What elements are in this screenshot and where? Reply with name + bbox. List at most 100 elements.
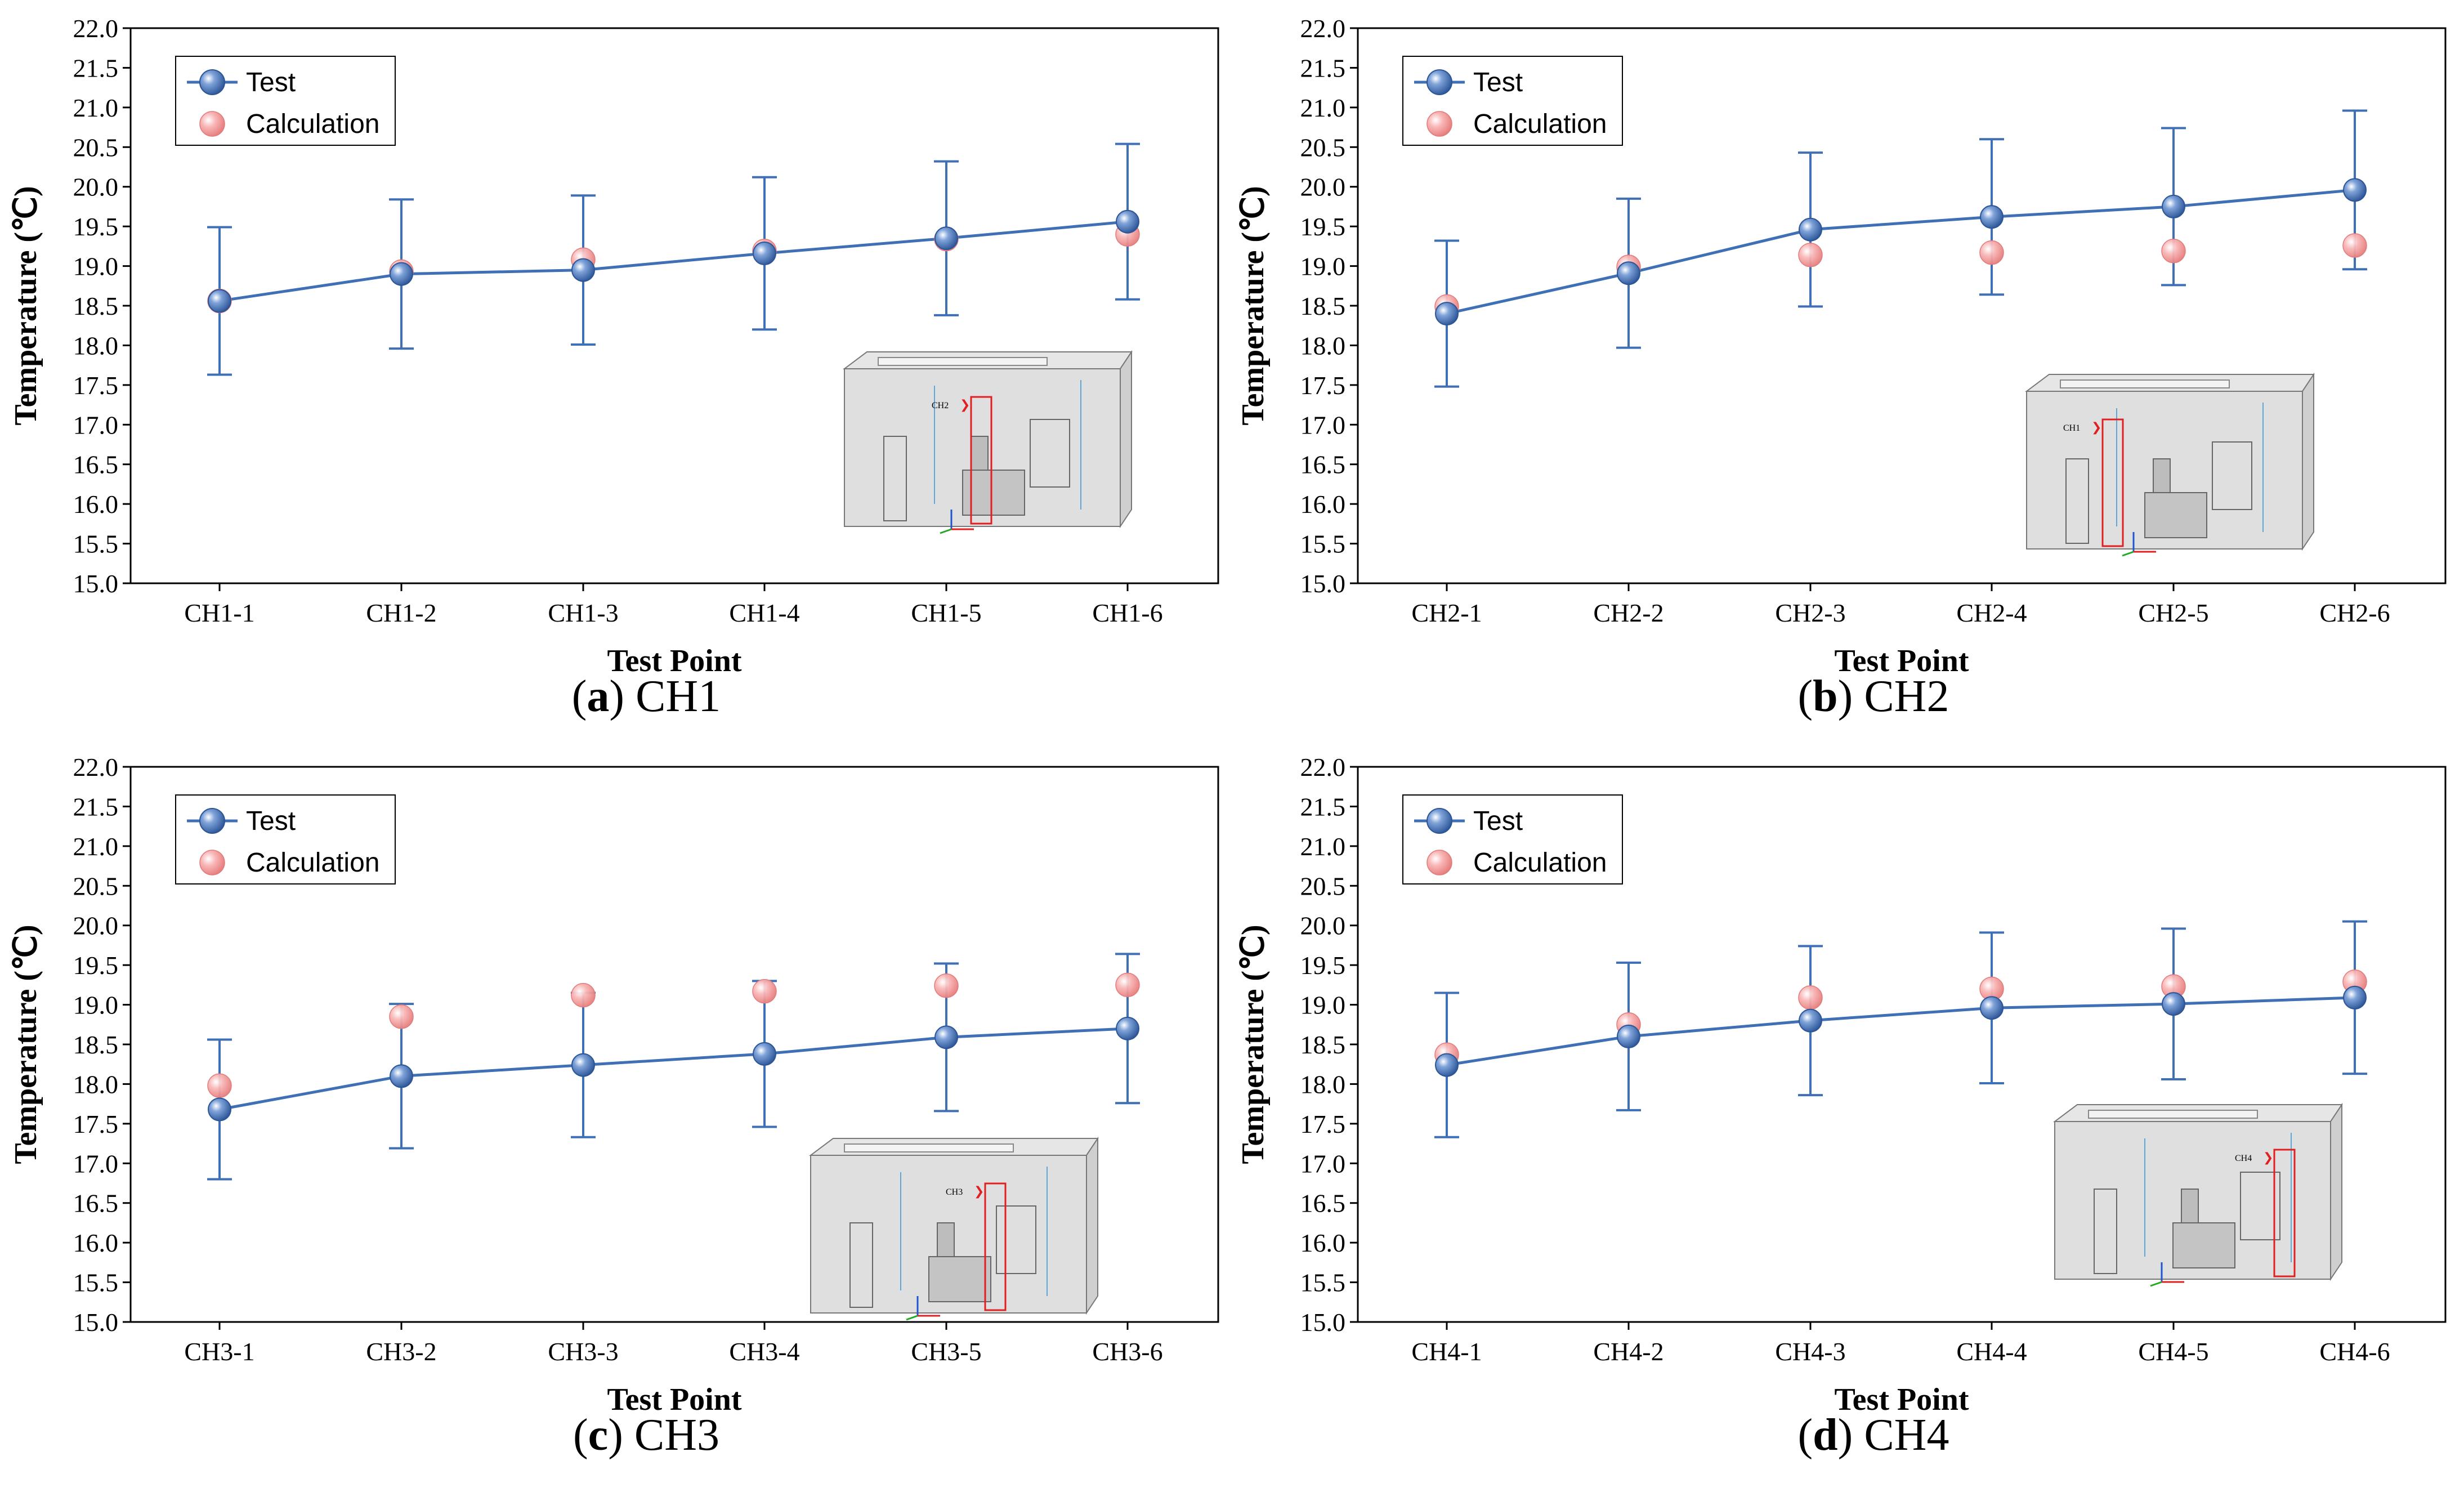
inset-column [937, 1222, 955, 1257]
y-axis-title: Temperature (℃) [8, 186, 43, 425]
y-tick-label: 17.5 [73, 1110, 119, 1138]
x-tick-label: CH3-3 [548, 1337, 618, 1366]
test-point [1435, 302, 1459, 326]
x-tick-label: CH1-4 [729, 598, 799, 627]
caption-letter: a [587, 672, 609, 721]
y-tick-label: 17.5 [73, 371, 119, 400]
x-tick-label: CH2-2 [1593, 598, 1663, 627]
y-tick-label: 18.0 [73, 1070, 119, 1098]
y-tick-label: 18.5 [1300, 292, 1346, 320]
test-series-line [1446, 996, 2355, 1067]
y-tick-label: 19.0 [73, 991, 119, 1020]
x-tick-label: CH2-5 [2138, 598, 2208, 627]
y-tick-label: 19.5 [1300, 951, 1346, 980]
y-tick-label: 15.5 [1300, 530, 1346, 559]
inset-side-wall [1120, 350, 1132, 529]
test-series-line [1446, 188, 2355, 315]
y-tick-label: 19.5 [73, 951, 119, 980]
inset-axis-y [940, 528, 952, 534]
inset-column [971, 436, 989, 471]
y-tick-label: 19.0 [1300, 252, 1346, 281]
calc-point [752, 979, 777, 1004]
x-tick-label: CH2-6 [2319, 598, 2390, 627]
test-point [753, 1042, 776, 1066]
caption-paren-close: ) [609, 672, 636, 721]
panel-a: 15.0 15.5 16.0 16.5 17.0 17.5 18.0 18.5 19.0 19.5… [8, 14, 1219, 721]
x-tick-label: CH2-4 [1956, 598, 2027, 627]
y-tick-label: 18.0 [73, 331, 119, 360]
y-tick-label: 20.5 [1300, 133, 1346, 162]
caption-paren-open: ( [573, 1410, 588, 1460]
calc-point [571, 982, 596, 1008]
y-tick-label: 17.0 [1300, 410, 1346, 439]
y-tick-label: 16.0 [73, 490, 119, 519]
inset-side-wall [1086, 1136, 1098, 1315]
test-point [208, 1097, 231, 1122]
panel-c: 15.0 15.5 16.0 16.5 17.0 17.5 18.0 18.5 19.0 19.5… [8, 753, 1219, 1460]
test-point [1980, 205, 2004, 229]
calc-point [934, 973, 959, 998]
panel-caption: (a) CH1 [572, 672, 721, 721]
panel-caption: (d) CH4 [1798, 1410, 1949, 1460]
x-axis-title: Test Point [607, 644, 741, 678]
y-tick-label: 22.0 [73, 14, 119, 43]
y-tick-label: 19.0 [73, 252, 119, 281]
inset-door [2094, 1189, 2117, 1274]
test-point [934, 226, 958, 251]
caption-paren-open: ( [1798, 1410, 1813, 1460]
test-point [390, 262, 413, 286]
inset-window [2212, 441, 2252, 510]
y-tick-label: 17.0 [1300, 1149, 1346, 1178]
inset-equipment [962, 470, 1025, 516]
y-tick-label: 18.5 [73, 1030, 119, 1059]
inset-window [2240, 1172, 2280, 1240]
caption-paren-close: ) [1838, 672, 1864, 721]
x-tick-label: CH3-6 [1092, 1337, 1162, 1366]
calc-point [1115, 972, 1140, 998]
test-point [1980, 996, 2004, 1020]
y-tick-label: 21.0 [73, 93, 119, 122]
y-tick-label: 16.0 [73, 1229, 119, 1257]
caption-paren-close: ) [608, 1410, 634, 1460]
test-point [1617, 1024, 1640, 1048]
y-tick-label: 20.5 [73, 872, 119, 900]
legend-test-label: Test [246, 68, 296, 97]
caption-letter: b [1813, 672, 1838, 721]
inset-side-wall [2302, 372, 2314, 551]
y-tick-label: 19.5 [1300, 212, 1346, 241]
y-tick-label: 16.5 [1300, 1189, 1346, 1218]
legend-test-marker [199, 69, 225, 95]
test-point [1799, 1008, 1822, 1033]
y-tick-label: 20.0 [1300, 912, 1346, 940]
y-tick-label: 16.5 [73, 1189, 119, 1218]
y-axis-title: Temperature (℃) [1236, 924, 1271, 1164]
inset-window [996, 1205, 1036, 1274]
caption-title: CH3 [634, 1410, 719, 1460]
inset-axis-y [2122, 551, 2134, 557]
test-point [208, 289, 231, 313]
test-point [2162, 992, 2185, 1016]
inset-schematic: CH4 ❯ [2053, 1102, 2343, 1287]
y-axis-title: Temperature (℃) [1236, 186, 1271, 425]
y-axis-title: Temperature (℃) [8, 924, 43, 1164]
y-tick-label: 20.0 [73, 912, 119, 940]
x-tick-label: CH1-6 [1092, 598, 1162, 627]
inset-label: CH3 [946, 1187, 963, 1197]
x-tick-label: CH3-1 [184, 1337, 254, 1366]
inset-pointer-icon: ❯ [974, 1185, 984, 1199]
test-series-line [219, 220, 1128, 303]
inset-pointer-icon: ❯ [960, 398, 970, 412]
x-tick-label: CH4-3 [1775, 1337, 1845, 1366]
y-tick-label: 22.0 [1300, 14, 1346, 43]
y-tick-label: 21.5 [1300, 53, 1346, 82]
caption-letter: c [588, 1410, 609, 1460]
legend-test-marker [199, 808, 225, 834]
legend-calc-label: Calculation [246, 848, 379, 878]
x-tick-label: CH4-1 [1411, 1337, 1482, 1366]
y-tick-label: 21.0 [1300, 832, 1346, 861]
y-tick-label: 17.0 [73, 1149, 119, 1178]
test-point [1116, 1016, 1139, 1040]
panel-caption: (c) CH3 [573, 1410, 719, 1460]
x-tick-label: CH3-5 [911, 1337, 981, 1366]
y-tick-label: 18.0 [1300, 331, 1346, 360]
